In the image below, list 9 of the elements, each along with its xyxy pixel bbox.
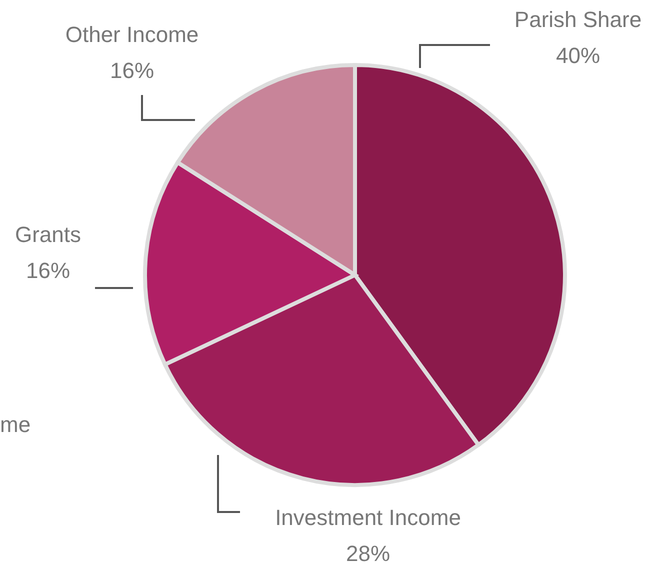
data-label: 16% bbox=[110, 58, 154, 83]
data-label: 16% bbox=[26, 258, 70, 283]
slice-label: Other Income bbox=[65, 22, 199, 47]
data-label: 28% bbox=[346, 541, 390, 566]
slice-label: Grants bbox=[14, 222, 82, 247]
data-label: 40% bbox=[556, 43, 600, 68]
text: me bbox=[0, 412, 31, 438]
slice-label: Investment Income bbox=[275, 505, 461, 530]
slice-label: Parish Share bbox=[514, 7, 642, 32]
